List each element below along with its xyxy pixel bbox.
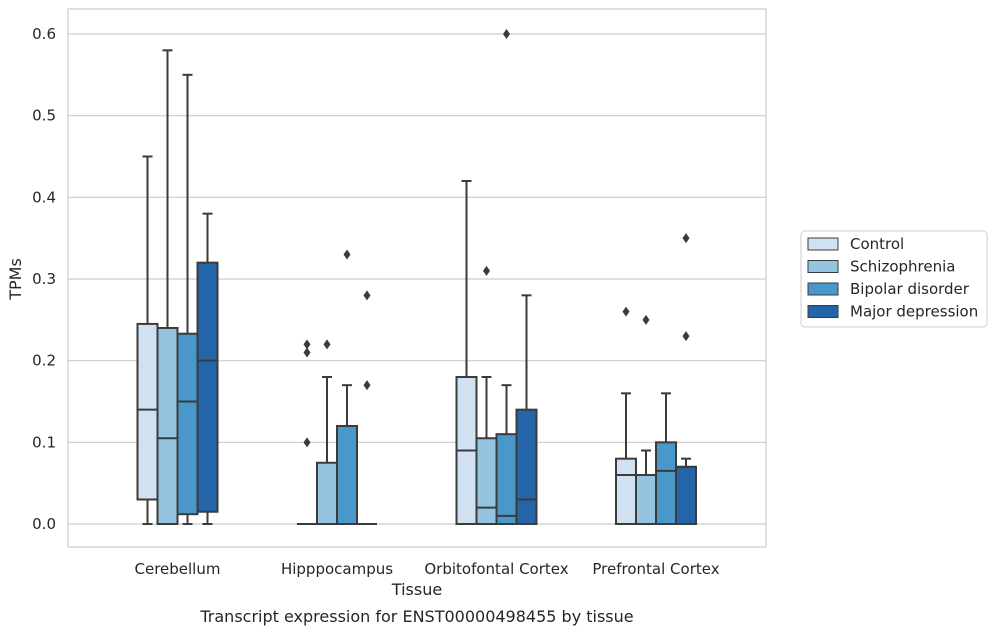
y-tick-label: 0.4: [32, 188, 56, 206]
box-iqr: [156, 327, 179, 525]
x-tick-labels: Cerebellum Hipppocampus Orbitofontal Corte…: [135, 560, 720, 578]
legend-swatch: [807, 282, 839, 296]
box-iqr: [515, 408, 538, 525]
y-axis-label: TPMs: [6, 258, 25, 301]
legend-label: Control: [850, 235, 904, 253]
box-series: [136, 29, 697, 526]
box-iqr: [615, 457, 637, 525]
box-3-4: [655, 392, 677, 526]
box-2-4: [635, 314, 657, 525]
legend-label: Schizophrenia: [850, 258, 955, 276]
outlier-point: [682, 331, 690, 342]
x-tick-label: Hipppocampus: [281, 560, 393, 578]
outlier-point: [323, 339, 331, 350]
y-tick-label: 0.2: [32, 352, 56, 370]
legend-label: Major depression: [850, 303, 978, 321]
legend-frame: [800, 230, 988, 328]
box-iqr: [475, 437, 498, 525]
outlier-point: [642, 314, 650, 325]
box-iqr: [655, 441, 677, 526]
legend-label: Bipolar disorder: [850, 280, 970, 298]
x-tick-label: Orbitofontal Cortex: [424, 560, 568, 578]
outlier-point: [363, 290, 371, 301]
box-3-2: [336, 249, 358, 525]
box-1-4: [615, 306, 637, 525]
legend-swatch: [807, 260, 839, 273]
x-axis-label: Tissue: [391, 580, 442, 599]
box-3-3: [495, 29, 518, 525]
y-tick-label: 0.3: [32, 270, 56, 288]
box-1-3: [455, 180, 478, 525]
box-iqr: [316, 461, 338, 525]
box-4-1: [196, 212, 219, 525]
box-iqr: [635, 474, 657, 525]
y-tick-label: 0.0: [32, 515, 56, 533]
box-3-1: [176, 73, 199, 525]
box-iqr: [196, 261, 219, 513]
y-tick-label: 0.6: [32, 25, 56, 43]
legend-swatch: [807, 305, 839, 318]
box-2-2: [316, 339, 338, 525]
y-tick-label: 0.1: [32, 433, 56, 451]
y-tick-label: 0.5: [32, 107, 56, 125]
legend: Control Schizophrenia Bipolar disorder Majo…: [800, 230, 988, 328]
outlier-point: [303, 339, 311, 350]
box-4-3: [515, 294, 538, 525]
box-1-2: [297, 339, 317, 525]
box-iqr: [136, 322, 159, 501]
outlier-point: [503, 29, 510, 39]
x-tick-label: Cerebellum: [135, 560, 221, 578]
box-4-4: [675, 233, 697, 526]
box-iqr: [336, 425, 358, 525]
plot-frame: [67, 8, 767, 548]
box-2-1: [156, 49, 179, 525]
legend-swatch: [807, 237, 839, 251]
box-4-2: [357, 290, 377, 525]
box-2-3: [475, 265, 498, 525]
outlier-point: [682, 233, 690, 244]
box-1-1: [136, 155, 159, 525]
x-tick-label: Prefrontal Cortex: [592, 560, 719, 578]
outlier-point: [622, 306, 630, 317]
chart-caption: Transcript expression for ENST0000049845…: [199, 607, 633, 626]
box-iqr: [675, 465, 697, 526]
outlier-point: [343, 249, 351, 260]
box-iqr: [176, 332, 199, 516]
box-iqr: [495, 433, 518, 525]
outlier-point: [363, 380, 371, 391]
outlier-point: [303, 437, 311, 448]
outlier-point: [303, 347, 311, 358]
outlier-point: [483, 265, 490, 276]
y-tick-labels: 0.0 0.1 0.2 0.3 0.4 0.5 0.6: [32, 25, 56, 533]
